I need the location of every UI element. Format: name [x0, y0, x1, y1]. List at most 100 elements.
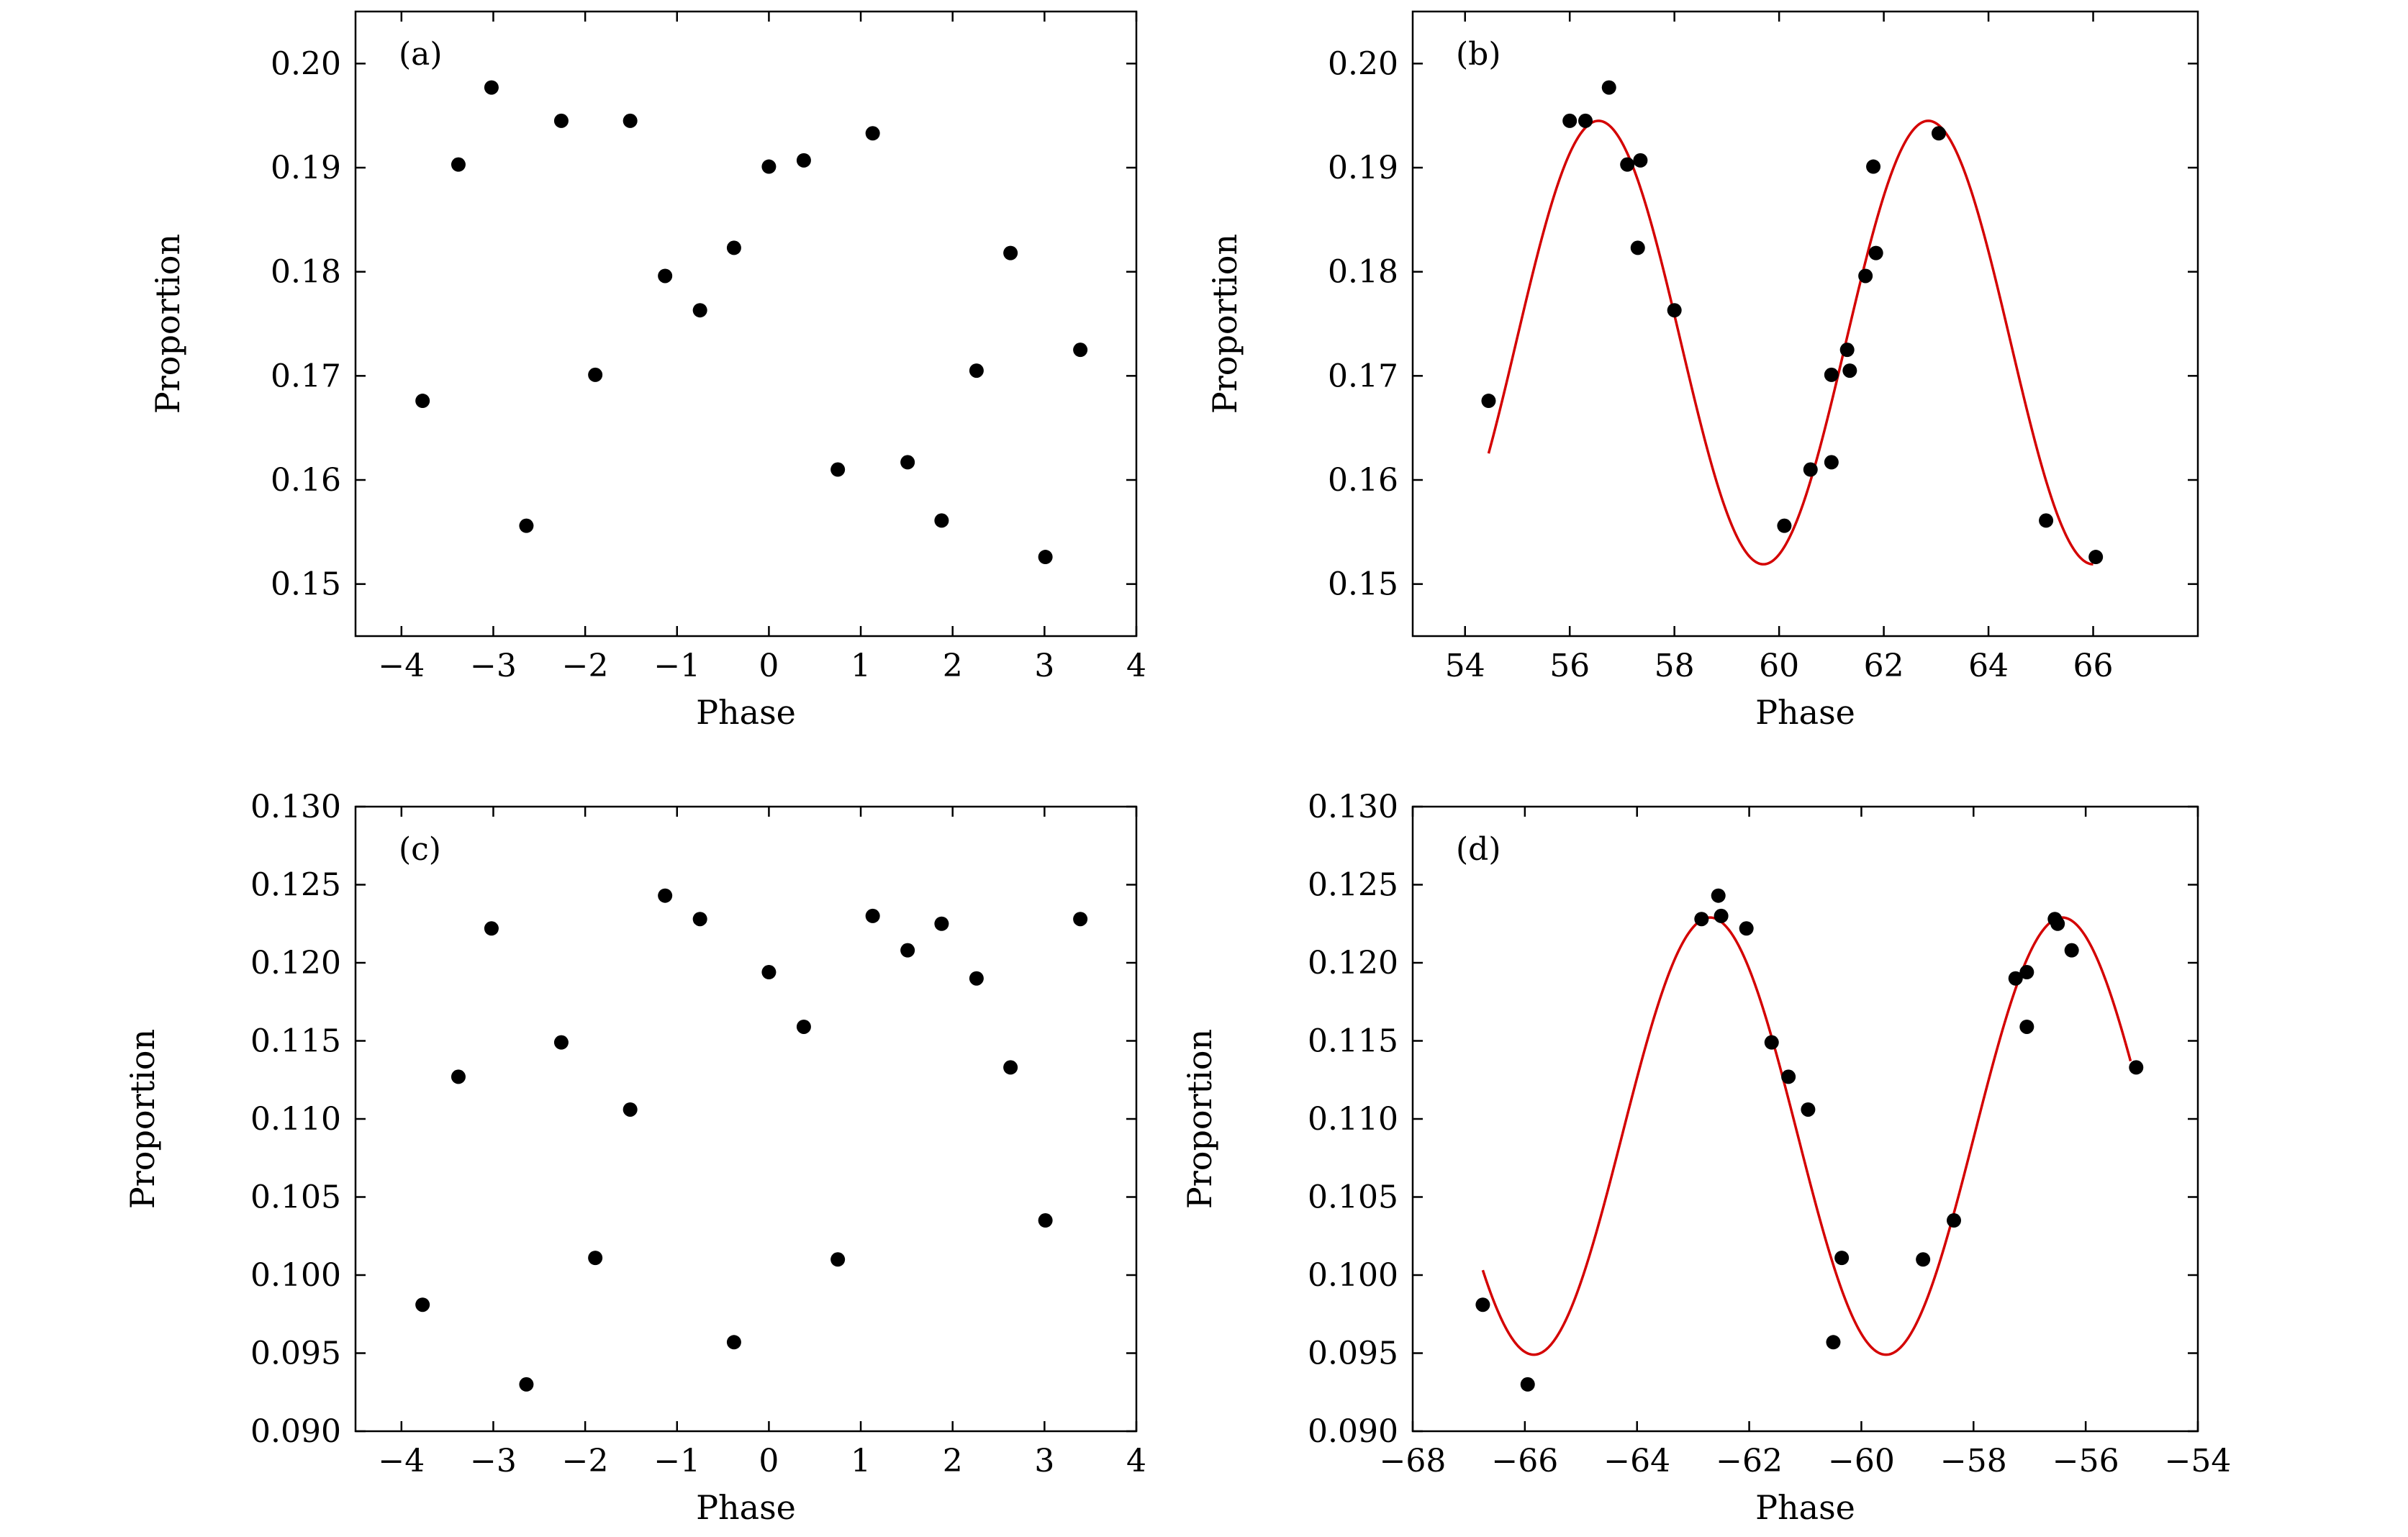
data-point	[1824, 367, 1839, 382]
y-tick-label: 0.125	[1308, 867, 1398, 904]
panel-b: 54 56 58 60 62 64 66 0.15 0.16 0.17 0.18 0.19 0.20 Ph…	[1205, 10, 2199, 732]
data-point	[658, 268, 673, 284]
data-point	[1481, 394, 1496, 409]
data-point	[2019, 965, 2034, 980]
data-point	[1834, 1251, 1850, 1266]
y-tick-label: 0.110	[250, 1101, 341, 1138]
data-point	[2039, 513, 2054, 528]
x-tick-label: −1	[653, 648, 700, 684]
y-axis-label: Proportion	[123, 1029, 162, 1209]
x-tick-label: 66	[2073, 648, 2114, 684]
y-tick-label: 0.15	[271, 566, 341, 603]
data-point	[830, 462, 846, 477]
data-point	[2050, 916, 2065, 931]
data-point	[484, 80, 499, 95]
panel-tag: (c)	[399, 831, 441, 868]
data-point	[692, 912, 707, 927]
x-tick-label: 1	[851, 1443, 871, 1479]
x-tick-label: 58	[1655, 648, 1695, 684]
data-point	[1842, 363, 1857, 378]
data-point	[588, 1251, 603, 1266]
data-point	[1739, 921, 1754, 936]
x-tick-label: 3	[1034, 648, 1054, 684]
panel-tag: (a)	[399, 36, 443, 73]
data-point	[1562, 113, 1578, 128]
y-tick-label: 0.20	[271, 45, 341, 82]
data-point	[796, 153, 811, 168]
x-tick-label: 62	[1864, 648, 1904, 684]
x-tick-label: −2	[562, 648, 609, 684]
x-tick-label: 1	[851, 648, 871, 684]
y-tick-label: 0.115	[250, 1023, 341, 1060]
y-tick-label: 0.19	[1328, 150, 1398, 186]
data-point	[1931, 126, 1946, 141]
x-tick-label: −62	[1716, 1443, 1783, 1479]
data-point	[1667, 303, 1682, 318]
data-point	[900, 943, 915, 958]
data-point	[1578, 113, 1593, 128]
y-tick-label: 0.090	[1308, 1413, 1398, 1450]
y-tick-label: 0.130	[1308, 789, 1398, 825]
data-point	[1868, 245, 1883, 260]
data-point	[726, 240, 741, 255]
x-axis-label: Phase	[696, 1488, 796, 1527]
data-point	[2064, 943, 2079, 958]
data-point	[692, 303, 707, 318]
data-point	[658, 888, 673, 903]
data-point	[415, 394, 430, 409]
data-point	[484, 921, 499, 936]
x-tick-label: 0	[759, 1443, 779, 1479]
data-point	[761, 159, 777, 174]
data-point	[934, 513, 949, 528]
data-point	[1520, 1377, 1535, 1392]
y-tick-label: 0.16	[271, 462, 341, 499]
y-tick-label: 0.105	[250, 1179, 341, 1216]
y-axis-label: Proportion	[148, 234, 187, 414]
data-point	[969, 363, 984, 378]
data-point	[1826, 1335, 1841, 1350]
fit-curve	[1481, 916, 2132, 1356]
y-tick-label: 0.110	[1308, 1101, 1398, 1138]
y-tick-label: 0.19	[271, 150, 341, 186]
x-tick-label: −66	[1491, 1443, 1558, 1479]
x-tick-label: −1	[653, 1443, 700, 1479]
data-point	[1475, 1297, 1490, 1312]
panel-tag: (d)	[1456, 831, 1501, 868]
plot-frame	[1411, 805, 2199, 1433]
x-tick-label: 56	[1549, 648, 1590, 684]
y-tick-label: 0.130	[250, 789, 341, 825]
data-point	[623, 1102, 638, 1117]
plot-frame	[354, 10, 1138, 638]
x-tick-label: 0	[759, 648, 779, 684]
data-point	[1694, 912, 1709, 927]
y-tick-label: 0.095	[250, 1336, 341, 1372]
panel-tag: (b)	[1456, 36, 1501, 73]
x-tick-label: 2	[943, 1443, 963, 1479]
x-tick-label: −58	[1940, 1443, 2007, 1479]
x-axis-label: Phase	[1755, 1488, 1855, 1527]
data-point	[1916, 1252, 1931, 1267]
data-point	[726, 1335, 741, 1350]
y-tick-label: 0.18	[1328, 254, 1398, 291]
y-axis-label: Proportion	[1180, 1029, 1219, 1209]
data-point	[796, 1019, 811, 1034]
y-tick-label: 0.120	[1308, 945, 1398, 981]
data-point	[623, 113, 638, 128]
data-point	[1711, 888, 1726, 903]
data-point	[1839, 343, 1855, 358]
x-tick-label: −64	[1603, 1443, 1670, 1479]
x-tick-label: −60	[1828, 1443, 1895, 1479]
panel-c: −4 −3 −2 −1 0 1 2 3 4 0.090 0.095 0.100 0.105 0.110 0.…	[123, 789, 1146, 1527]
x-tick-label: −2	[562, 1443, 609, 1479]
data-point	[1801, 1102, 1816, 1117]
data-point	[1038, 550, 1053, 565]
data-point	[1601, 80, 1616, 95]
x-tick-label: 64	[1968, 648, 2009, 684]
x-tick-label: −3	[470, 1443, 517, 1479]
data-point	[1038, 1213, 1053, 1228]
data-point	[553, 1035, 569, 1050]
data-point	[451, 1069, 466, 1084]
x-tick-label: −3	[470, 648, 517, 684]
x-tick-label: −4	[378, 1443, 425, 1479]
